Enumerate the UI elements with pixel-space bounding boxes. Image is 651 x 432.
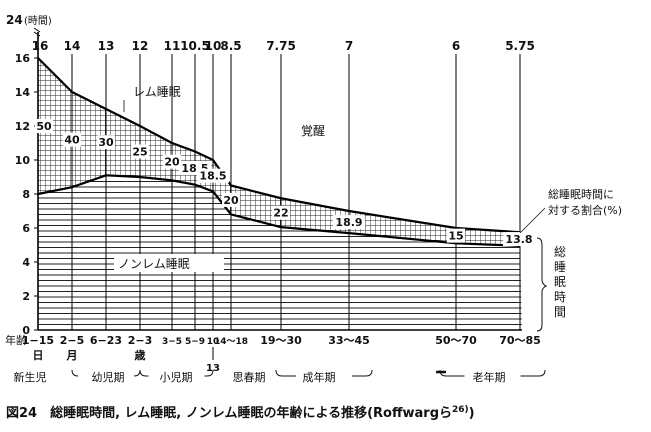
x-label-6: 10 — [207, 337, 220, 347]
axis-break-mark — [33, 27, 41, 37]
pct-note-line2: 対する割合(%) — [548, 203, 622, 217]
y-tick-label: 0 — [22, 324, 30, 337]
figure-caption: 図24 総睡眠時間, レム睡眠, ノンレム睡眠の年齢による推移(Roffwarg… — [6, 405, 475, 421]
rem-pct-bg — [163, 154, 181, 169]
caption-ref: 26) — [452, 405, 469, 415]
rem-pct-bg — [447, 228, 465, 243]
nrem-boundary-line — [37, 174, 521, 247]
y-tick-label: 4 — [22, 256, 30, 269]
stage-label-4: 成年期 — [303, 370, 336, 384]
wake-label: 覚醒 — [301, 124, 325, 138]
top-value-10: 6 — [452, 39, 460, 53]
x-label-13: 13 — [206, 363, 220, 374]
x-label-5: 5−9 — [185, 337, 205, 347]
rem-pct-bg — [503, 232, 535, 247]
rem-pct-7: 20 — [223, 194, 239, 207]
total-label-char-4: 間 — [554, 305, 566, 319]
x-label-9: 33〜45 — [328, 334, 370, 347]
y-tick-label: 10 — [15, 154, 31, 167]
rem-pct-bg — [97, 135, 115, 150]
top-value-0: 16 — [32, 39, 49, 53]
rem-pct-bg — [131, 144, 149, 159]
stage-label-1: 幼児期 — [92, 371, 125, 384]
top-value-2: 13 — [98, 39, 115, 53]
top-value-labels: 16 14 13 12 11 10.510 8.5 7.75 7 6 5.75 — [32, 39, 535, 53]
rem-pct-6: 18.5 — [199, 170, 226, 183]
top-value-1: 14 — [64, 39, 81, 53]
x-sub-month: 月 — [66, 349, 78, 362]
total-label-char-2: 眠 — [554, 275, 566, 289]
stage-label-3: 思春期 — [233, 371, 266, 384]
rem-pct-bg — [272, 205, 290, 220]
total-bracket — [536, 237, 548, 332]
total-sleep-line — [37, 57, 521, 234]
rem-pct-1: 40 — [64, 134, 80, 147]
stage-brace-2 — [139, 369, 214, 377]
y-tick-label: 2 — [22, 290, 30, 303]
x-label-4: 3−5 — [162, 337, 182, 347]
rem-pct-bg — [197, 168, 229, 183]
x-label-3: 2−3 — [128, 334, 153, 347]
y-tick-label: 14 — [15, 86, 31, 99]
total-label-char-1: 睡 — [554, 260, 566, 274]
rem-pct-10: 15 — [448, 230, 463, 243]
top-value-7: 8.5 — [220, 39, 241, 53]
y-unit-label: (時間) — [24, 15, 52, 27]
x-label-11: 70〜85 — [499, 334, 541, 347]
rem-pct-11: 13.8 — [505, 233, 532, 246]
rem-pct-0: 50 — [36, 120, 52, 133]
rem-pct-9: 18.9 — [335, 216, 362, 229]
rem-pct-8: 22 — [273, 207, 288, 220]
rem-pct-2: 30 — [98, 136, 114, 149]
stage-brace-4 — [275, 369, 373, 377]
nrem-label-bg — [114, 254, 224, 272]
y-top-label: 24 — [6, 13, 23, 27]
x-label-0: 1−15 — [22, 334, 54, 347]
x-axis-label: 年齢 — [5, 333, 27, 347]
x-label-1: 2−5 — [60, 334, 85, 347]
stage-labels: 新生児 幼児期 小児期 思春期 成年期 老年期 — [14, 369, 546, 384]
rem-pct-bg — [63, 132, 81, 147]
top-value-6: 10 — [205, 39, 222, 53]
pct-note-line1: 総睡眠時間に — [548, 187, 614, 201]
stage-label-5: 老年期 — [473, 370, 506, 384]
x-label-2: 6−23 — [90, 334, 122, 347]
total-sleep-vertical-label: 総睡眠時間 — [554, 245, 566, 319]
total-label-char-3: 時 — [554, 290, 566, 304]
top-value-4: 11 — [164, 39, 181, 53]
rem-pct-bg — [333, 215, 365, 230]
rem-pct-bg — [222, 192, 240, 207]
stage-label-0: 新生児 — [14, 370, 47, 384]
total-label-char-0: 総 — [554, 245, 566, 259]
rem-pct-3: 25 — [132, 146, 147, 159]
top-value-9: 7 — [345, 39, 353, 53]
y-tick-labels: 0 2 4 6 8 10 12 14 16 — [15, 52, 38, 337]
x-label-7: 14〜18 — [214, 337, 248, 347]
x-label-10: 50〜70 — [435, 334, 477, 347]
x-label-8: 19〜30 — [260, 334, 302, 347]
rem-pct-4: 20 — [164, 156, 180, 169]
caption-main: 図24 総睡眠時間, レム睡眠, ノンレム睡眠の年齢による推移(Roffwarg… — [6, 405, 452, 421]
rem-sleep-label: レム睡眠 — [133, 85, 181, 99]
nrem-sleep-label: ノンレム睡眠 — [118, 257, 190, 271]
plot-area — [33, 27, 522, 331]
y-tick-label: 8 — [22, 188, 30, 201]
x-sub-year: 歳 — [135, 348, 146, 362]
rem-pct-bg — [35, 119, 53, 133]
top-value-8: 7.75 — [266, 39, 296, 53]
y-tick-label: 6 — [22, 222, 30, 235]
pct-note-pointer — [519, 207, 546, 234]
caption-close: ) — [469, 406, 475, 421]
top-value-11: 5.75 — [505, 39, 535, 53]
stage-label-2: 小児期 — [160, 371, 193, 384]
y-tick-label: 16 — [15, 52, 31, 65]
top-value-5: 10.5 — [180, 39, 210, 53]
top-value-3: 12 — [132, 39, 149, 53]
y-tick-label: 12 — [15, 120, 30, 133]
x-sub-day: 日 — [33, 349, 44, 362]
